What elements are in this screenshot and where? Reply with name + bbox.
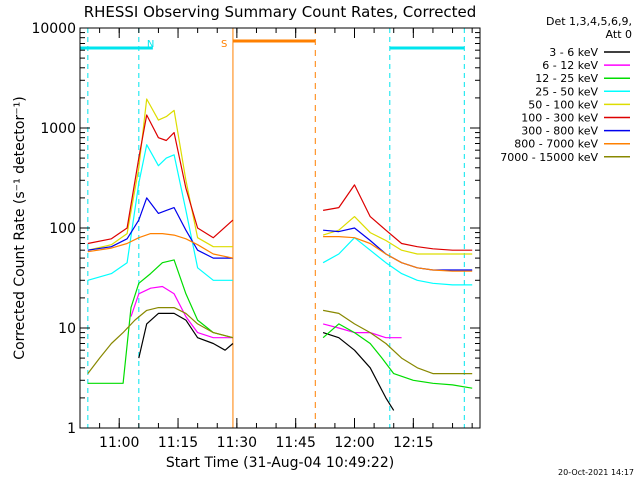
x-tick-label-5: 12:15 — [393, 435, 433, 451]
legend-label-1: 6 - 12 keV — [542, 59, 598, 72]
y-tick-label-3: 1000 — [40, 121, 76, 137]
plot-frame — [79, 27, 481, 429]
series-line-8-seg-1 — [322, 309, 473, 375]
series-line-6-seg-1 — [323, 227, 473, 271]
chart-title: RHESSI Observing Summary Count Rates, Co… — [84, 3, 477, 21]
legend-label-3: 25 - 50 keV — [535, 85, 598, 98]
legend-header-line2: Att 0 — [606, 28, 632, 41]
x-tick-label-1: 11:15 — [158, 435, 198, 451]
x-tick-label-2: 11:30 — [217, 435, 257, 451]
marker-label-0: N — [147, 39, 154, 50]
y-tick-label-1: 10 — [58, 321, 76, 337]
y-tick-label-2: 100 — [49, 221, 76, 237]
series-line-7-seg-0 — [87, 233, 234, 259]
x-tick-label-3: 11:45 — [276, 435, 316, 451]
series-line-2-seg-1 — [322, 323, 473, 389]
series-line-3-seg-0 — [87, 144, 233, 281]
series-line-6-seg-0 — [87, 197, 233, 259]
series-line-0-seg-0 — [138, 312, 234, 359]
legend-label-8: 7000 - 15000 keV — [500, 151, 598, 164]
marker-label-1: S — [221, 39, 227, 50]
x-axis-label: Start Time (31-Aug-04 10:49:22) — [166, 455, 394, 471]
series-line-5-seg-0 — [87, 114, 234, 245]
legend-label-0: 3 - 6 keV — [549, 46, 598, 59]
y-axis: 1 10 100 1000 10000 — [31, 21, 480, 437]
x-axis: 11:00 11:15 11:30 11:45 12:00 12:15 — [79, 28, 473, 451]
legend-label-7: 800 - 7000 keV — [514, 138, 598, 151]
series-line-5-seg-1 — [322, 184, 473, 251]
series-line-4-seg-0 — [87, 98, 233, 251]
legend-label-5: 100 - 300 keV — [521, 112, 598, 125]
series-line-0-seg-1 — [322, 332, 395, 411]
series-line-1-seg-1 — [322, 323, 402, 339]
series-line-4-seg-1 — [322, 216, 473, 255]
series-line-3-seg-1 — [322, 237, 473, 286]
series-line-2-seg-0 — [87, 259, 234, 384]
legend-label-6: 300 - 800 keV — [521, 125, 598, 138]
legend-label-4: 50 - 100 keV — [528, 98, 598, 111]
series-line-1-seg-0 — [130, 285, 233, 339]
legend-header-line1: Det 1,3,4,5,6,9, — [546, 15, 632, 28]
x-tick-label-4: 12:00 — [334, 435, 374, 451]
series-line-8-seg-0 — [87, 307, 234, 374]
x-tick-label-0: 11:00 — [99, 435, 139, 451]
series-line-7-seg-1 — [323, 236, 473, 272]
y-tick-label-4: 10000 — [31, 21, 76, 37]
timestamp: 20-Oct-2021 14:17 — [558, 468, 634, 477]
legend-label-2: 12 - 25 keV — [535, 72, 598, 85]
y-tick-label-0: 1 — [67, 421, 76, 437]
series-layer — [87, 98, 473, 411]
y-axis-label: Corrected Count Rate (s⁻¹ detector⁻¹) — [12, 96, 28, 359]
